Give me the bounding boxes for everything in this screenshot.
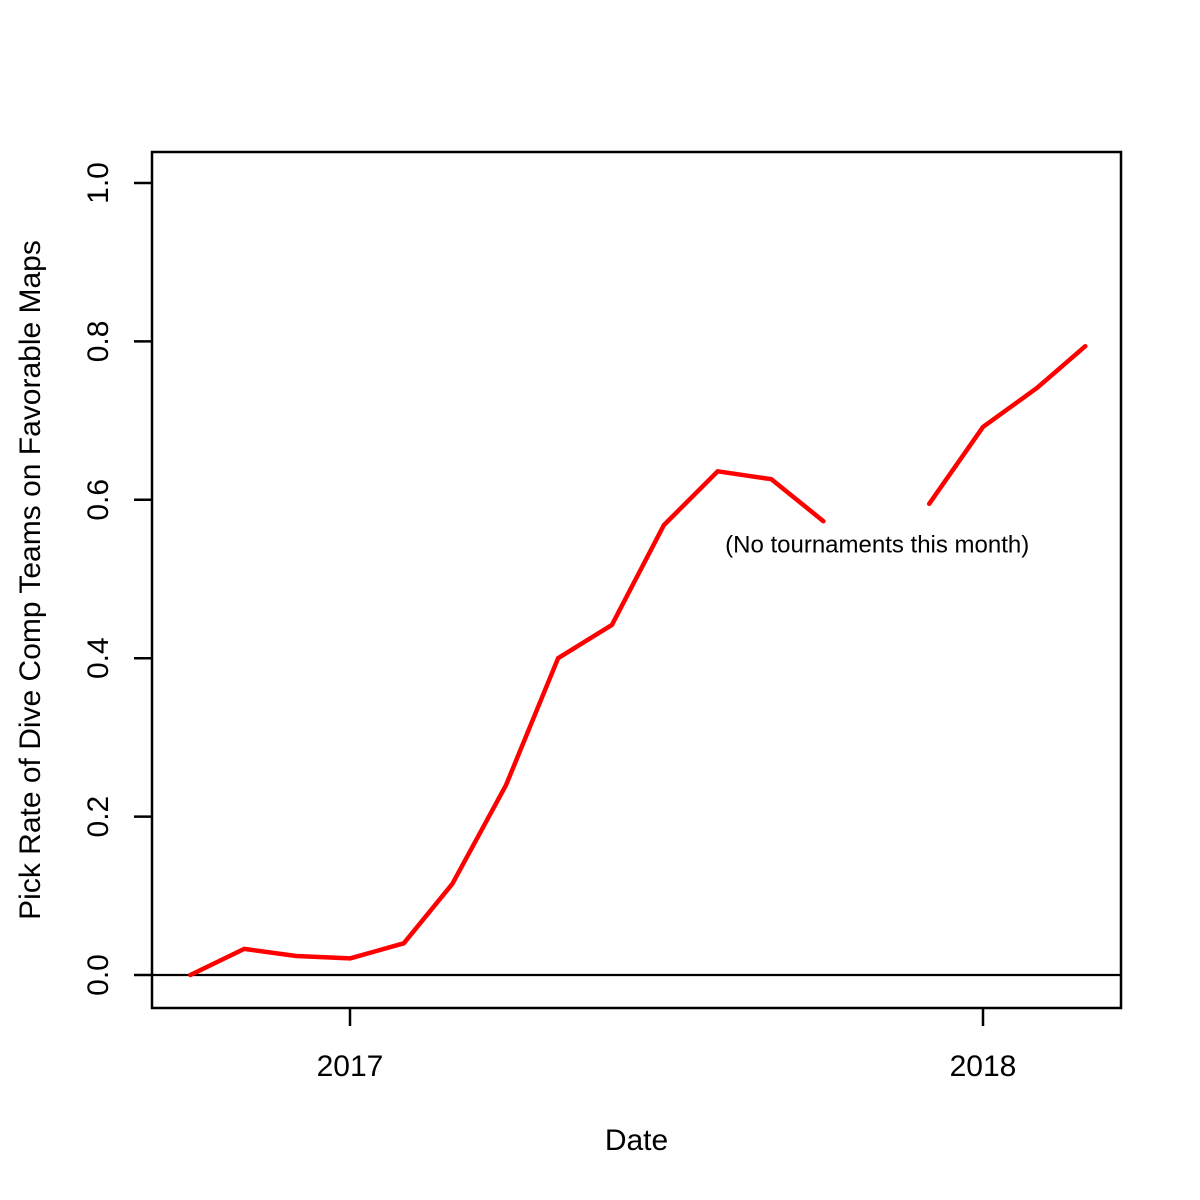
x-tick-label: 2018 (950, 1050, 1017, 1083)
y-tick-label: 0.8 (82, 321, 115, 363)
y-tick-label: 0.0 (82, 954, 115, 996)
plot-box (150, 150, 1123, 1010)
data-line-segment (188, 469, 826, 978)
y-tick-label: 1.0 (82, 162, 115, 204)
y-tick-label: 0.4 (82, 637, 115, 679)
x-axis-title: Date (605, 1124, 668, 1157)
y-tick-label: 0.2 (82, 796, 115, 838)
x-tick-label: 2017 (317, 1050, 384, 1083)
annotation-text: (No tournaments this month) (725, 531, 1029, 558)
data-line-segment (926, 343, 1088, 507)
y-axis-title: Pick Rate of Dive Comp Teams on Favorabl… (14, 240, 47, 920)
y-tick-label: 0.6 (82, 479, 115, 521)
